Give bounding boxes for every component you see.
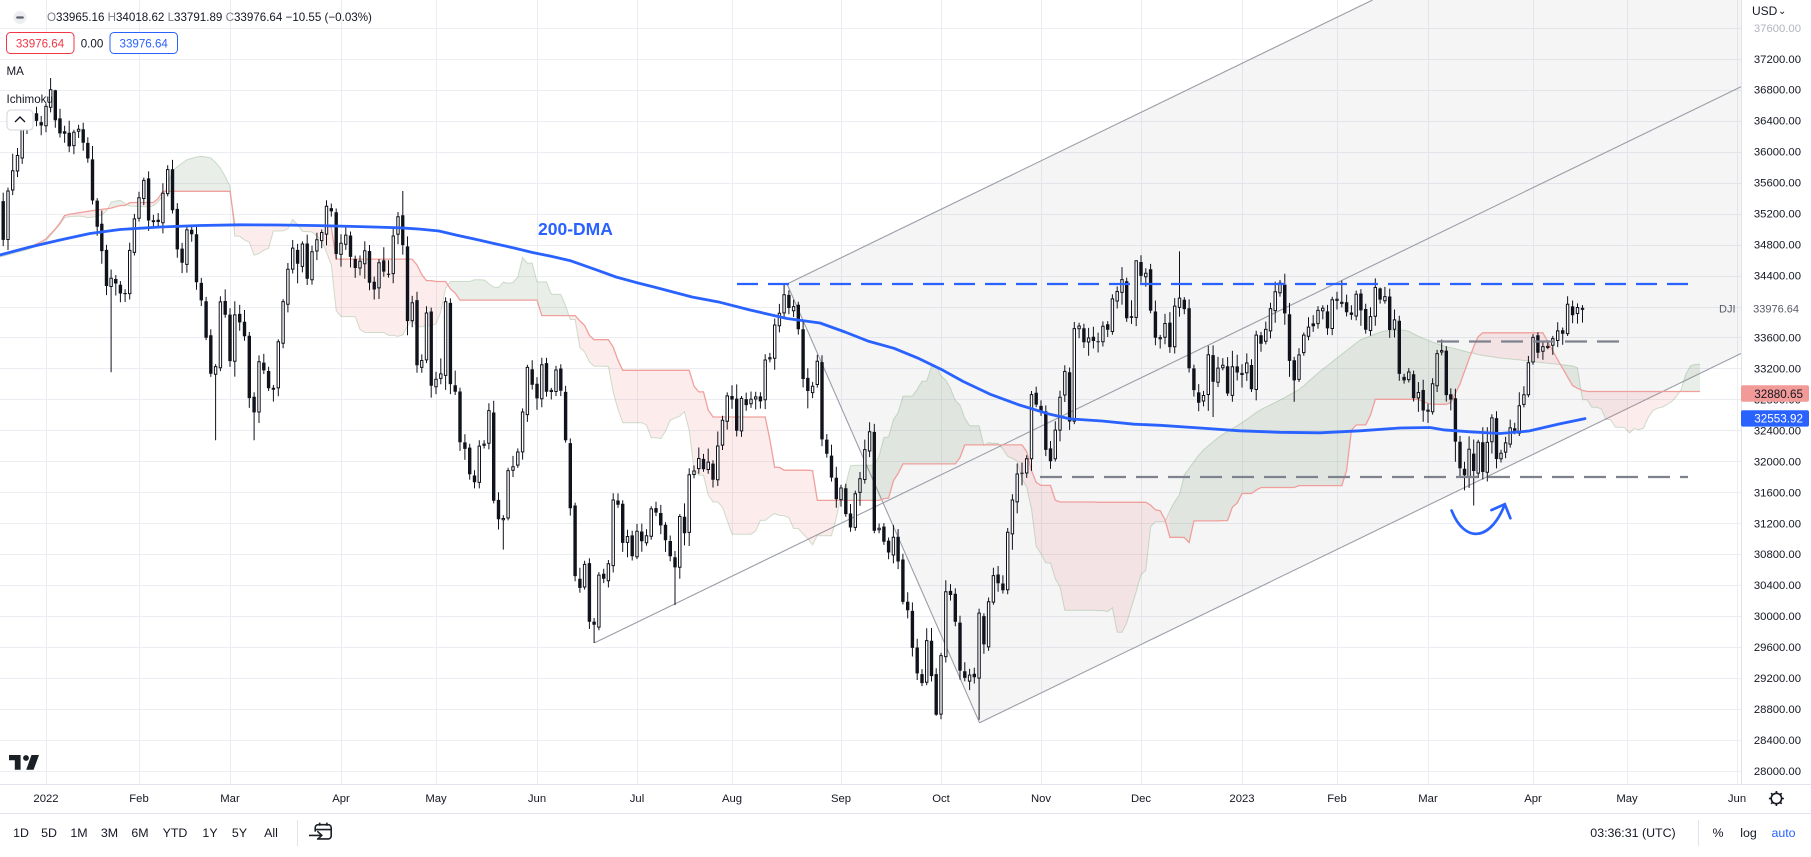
- svg-text:1Y: 1Y: [202, 826, 217, 840]
- svg-text:3M: 3M: [101, 826, 118, 840]
- svg-text:All: All: [264, 826, 278, 840]
- svg-text:34400.00: 34400.00: [1754, 271, 1801, 283]
- svg-text:Feb: Feb: [129, 793, 148, 805]
- svg-text:USD: USD: [1752, 4, 1778, 18]
- svg-text:2022: 2022: [33, 793, 58, 805]
- svg-text:32880.65: 32880.65: [1754, 388, 1803, 401]
- svg-text:37200.00: 37200.00: [1754, 54, 1801, 66]
- svg-text:33600.00: 33600.00: [1754, 333, 1801, 345]
- svg-text:33200.00: 33200.00: [1754, 363, 1801, 375]
- svg-text:30400.00: 30400.00: [1754, 580, 1801, 592]
- svg-text:33976.64: 33976.64: [120, 37, 169, 50]
- svg-text:Nov: Nov: [1031, 793, 1051, 805]
- svg-text:Jun: Jun: [1728, 793, 1746, 805]
- svg-text:Jul: Jul: [630, 793, 644, 805]
- svg-text:37600.00: 37600.00: [1754, 23, 1801, 35]
- svg-text:1D: 1D: [13, 826, 29, 840]
- svg-text:%: %: [1712, 826, 1723, 840]
- svg-text:5Y: 5Y: [232, 826, 247, 840]
- svg-text:33976.64: 33976.64: [16, 37, 65, 50]
- svg-text:Aug: Aug: [722, 793, 742, 805]
- svg-text:YTD: YTD: [163, 826, 188, 840]
- svg-text:36000.00: 36000.00: [1754, 147, 1801, 159]
- svg-text:2023: 2023: [1229, 793, 1254, 805]
- svg-text:32000.00: 32000.00: [1754, 456, 1801, 468]
- svg-text:34800.00: 34800.00: [1754, 240, 1801, 252]
- svg-text:Sep: Sep: [831, 793, 851, 805]
- svg-text:33976.64: 33976.64: [1753, 304, 1799, 316]
- svg-text:Feb: Feb: [1327, 793, 1346, 805]
- svg-text:32553.92: 32553.92: [1754, 413, 1803, 426]
- svg-text:32400.00: 32400.00: [1754, 425, 1801, 437]
- svg-text:Ichimoku: Ichimoku: [7, 93, 53, 106]
- svg-text:200-DMA: 200-DMA: [538, 219, 613, 239]
- svg-text:35200.00: 35200.00: [1754, 209, 1801, 221]
- svg-text:28800.00: 28800.00: [1754, 704, 1801, 716]
- svg-text:Dec: Dec: [1131, 793, 1151, 805]
- svg-text:29200.00: 29200.00: [1754, 673, 1801, 685]
- svg-text:6M: 6M: [131, 826, 148, 840]
- svg-text:Jun: Jun: [528, 793, 546, 805]
- svg-text:log: log: [1740, 826, 1757, 840]
- svg-text:May: May: [425, 793, 447, 805]
- svg-text:⌄: ⌄: [1778, 6, 1786, 17]
- svg-text:03:36:31 (UTC): 03:36:31 (UTC): [1590, 826, 1675, 840]
- svg-text:Apr: Apr: [1524, 793, 1542, 805]
- svg-text:36800.00: 36800.00: [1754, 85, 1801, 97]
- svg-text:29600.00: 29600.00: [1754, 642, 1801, 654]
- svg-text:30800.00: 30800.00: [1754, 549, 1801, 561]
- svg-text:auto: auto: [1771, 826, 1795, 840]
- svg-text:Mar: Mar: [220, 793, 240, 805]
- svg-text:MA: MA: [7, 65, 25, 78]
- svg-text:Mar: Mar: [1418, 793, 1438, 805]
- svg-text:31200.00: 31200.00: [1754, 518, 1801, 530]
- svg-text:Apr: Apr: [332, 793, 350, 805]
- svg-text:May: May: [1616, 793, 1638, 805]
- svg-text:28400.00: 28400.00: [1754, 735, 1801, 747]
- svg-text:36400.00: 36400.00: [1754, 116, 1801, 128]
- svg-text:1M: 1M: [70, 826, 87, 840]
- svg-text:28000.00: 28000.00: [1754, 766, 1801, 778]
- svg-text:DJI: DJI: [1719, 304, 1736, 316]
- svg-text:5D: 5D: [41, 826, 57, 840]
- svg-text:0.00: 0.00: [81, 37, 104, 50]
- svg-text:30000.00: 30000.00: [1754, 611, 1801, 623]
- svg-text:Oct: Oct: [932, 793, 950, 805]
- svg-text:O33965.16 H34018.62 L33791.89: O33965.16 H34018.62 L33791.89 C33976.64 …: [47, 11, 372, 24]
- svg-text:35600.00: 35600.00: [1754, 178, 1801, 190]
- svg-text:31600.00: 31600.00: [1754, 487, 1801, 499]
